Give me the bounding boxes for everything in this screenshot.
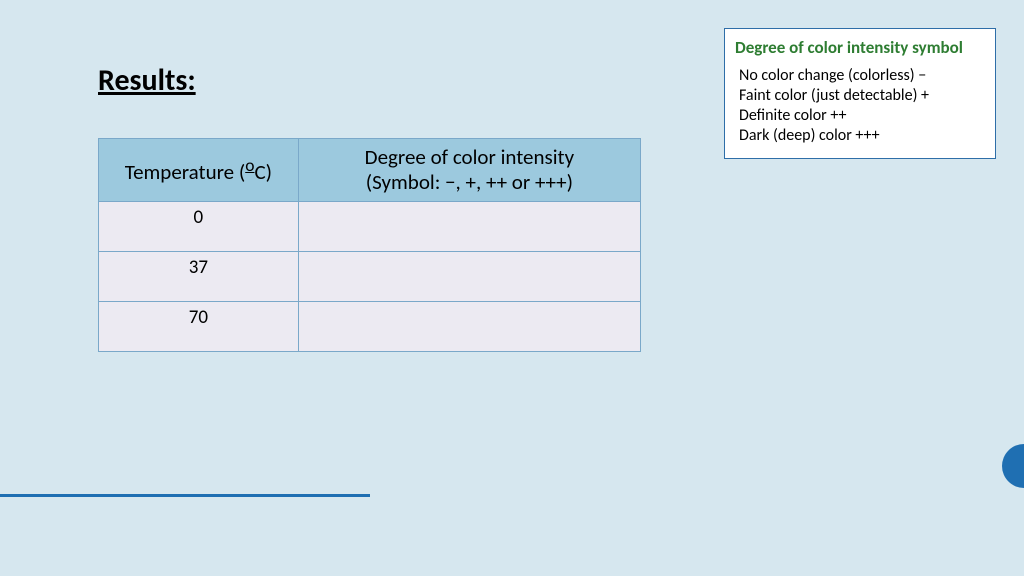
- table-row: 70: [99, 302, 641, 352]
- legend-line: Faint color (just detectable) +: [735, 86, 985, 106]
- col-header-temperature: Temperature (oC): [99, 139, 299, 202]
- cell-degree: [298, 202, 640, 252]
- legend-box: Degree of color intensity symbol No colo…: [724, 28, 996, 159]
- header-temp-pre: Temperature (: [125, 159, 246, 185]
- legend-line: No color change (colorless) −: [735, 66, 985, 86]
- cell-temp: 0: [99, 202, 299, 252]
- cell-degree: [298, 302, 640, 352]
- header-degree-line1: Degree of color intensity: [365, 144, 574, 170]
- header-degree-line2: (Symbol: −, +, ++ or +++): [366, 169, 573, 195]
- legend-title: Degree of color intensity symbol: [735, 37, 985, 58]
- cell-temp: 37: [99, 252, 299, 302]
- header-temp-post: C): [254, 159, 272, 185]
- page-title: Results:: [98, 62, 196, 99]
- results-table: Temperature (oC) Degree of color intensi…: [98, 138, 641, 352]
- legend-line: Definite color ++: [735, 106, 985, 126]
- decorative-rule: [0, 494, 370, 497]
- decorative-circle-icon: [1002, 444, 1024, 488]
- col-header-degree: Degree of color intensity (Symbol: −, +,…: [298, 139, 640, 202]
- cell-degree: [298, 252, 640, 302]
- legend-line: Dark (deep) color +++: [735, 126, 985, 146]
- cell-temp: 70: [99, 302, 299, 352]
- table-row: 0: [99, 202, 641, 252]
- table-header-row: Temperature (oC) Degree of color intensi…: [99, 139, 641, 202]
- table-row: 37: [99, 252, 641, 302]
